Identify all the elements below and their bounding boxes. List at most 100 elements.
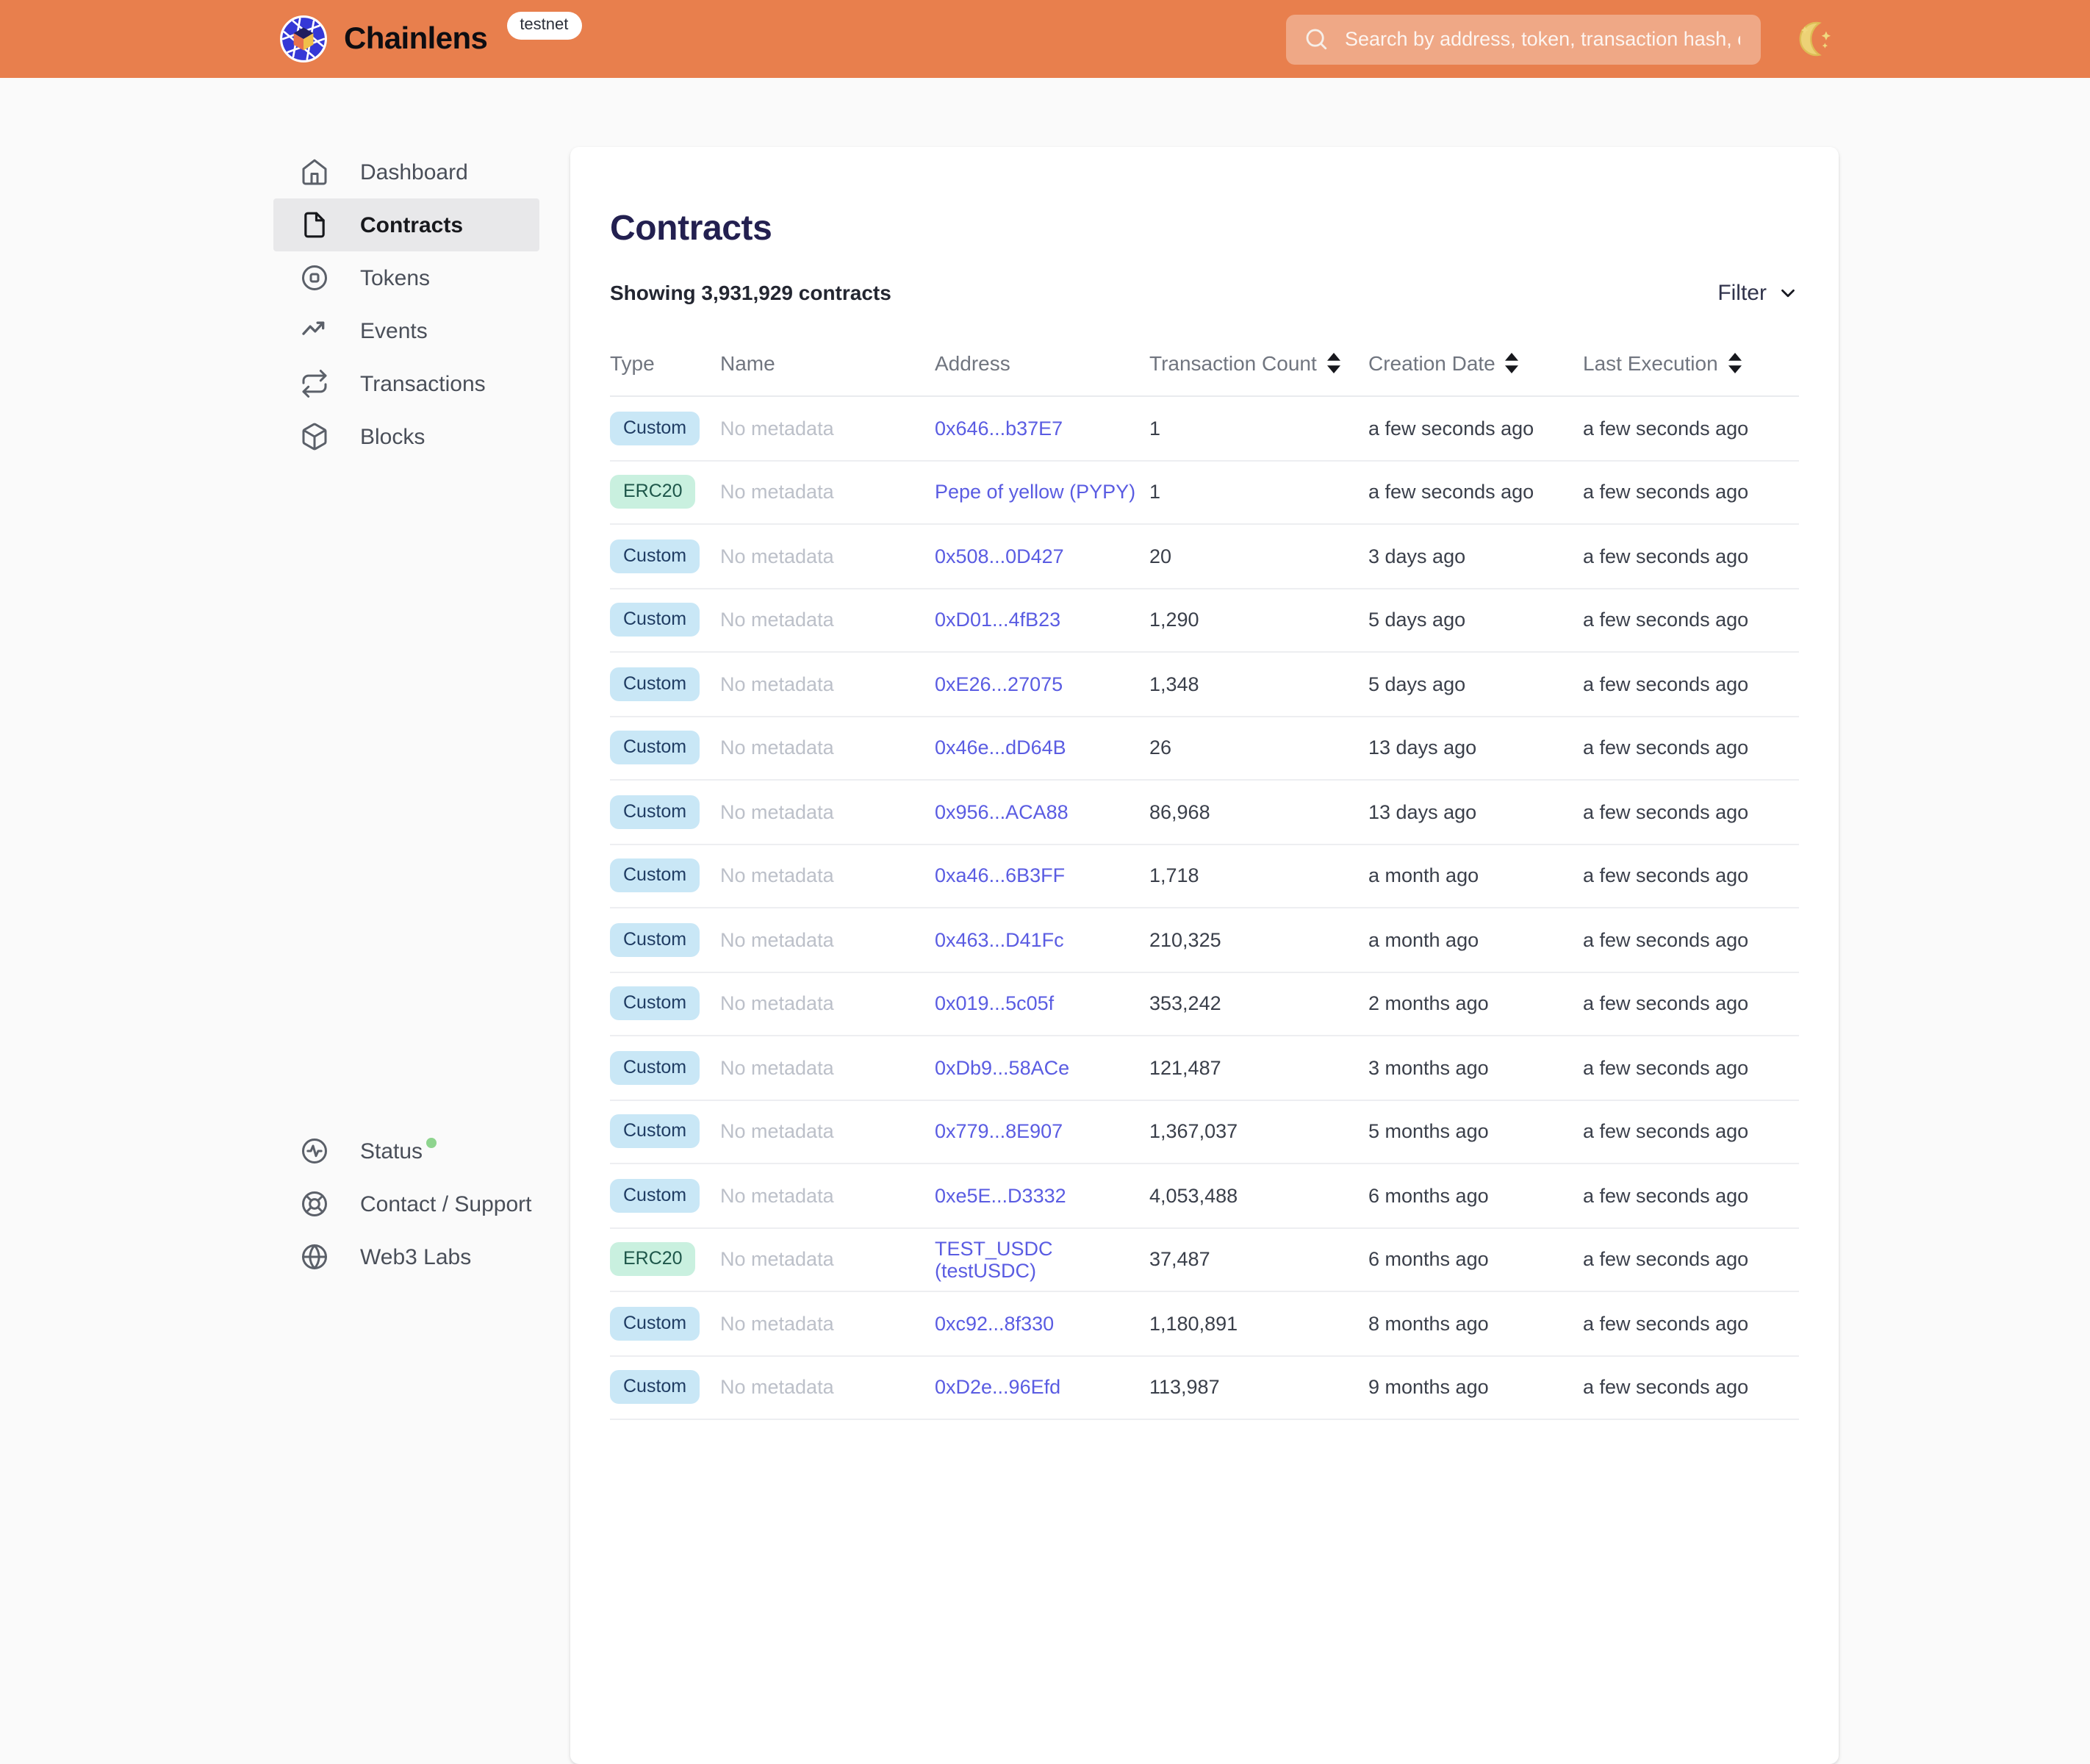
contract-address-link[interactable]: 0xE26...27075 [935,673,1063,695]
contract-address-link[interactable]: 0xa46...6B3FF [935,864,1066,887]
sidebar-item-tokens[interactable]: Tokens [273,251,539,304]
contract-address-cell: 0xD01...4fB23 [935,609,1149,631]
column-header-last-execution[interactable]: Last Execution [1583,351,1799,375]
status-pulse-icon [300,1136,329,1166]
sidebar-footer: Status Contact / Support [0,1125,570,1414]
sidebar-item-label: Contact / Support [360,1191,532,1216]
table-row: Custom No metadata 0x646...b37E7 1 a few… [610,397,1799,462]
transaction-count-cell: 4,053,488 [1149,1184,1238,1207]
table-row: Custom No metadata 0xDb9...58ACe 121,487… [610,1036,1799,1101]
last-execution-cell: a few seconds ago [1583,1248,1749,1271]
creation-date-cell: 13 days ago [1368,800,1477,823]
sort-icon[interactable] [1728,353,1742,374]
contract-name-cell: No metadata [720,992,834,1015]
type-badge: Custom [610,1370,700,1405]
contract-address-link[interactable]: 0xe5E...D3332 [935,1184,1066,1207]
sort-icon[interactable] [1505,353,1519,374]
contract-address-link[interactable]: 0x019...5c05f [935,992,1055,1015]
contract-address-link[interactable]: 0x463...D41Fc [935,928,1064,951]
sidebar-item-contracts[interactable]: Contracts [273,198,539,251]
table-body: Custom No metadata 0x646...b37E7 1 a few… [610,397,1799,1421]
transaction-count-cell: 1,180,891 [1149,1312,1238,1335]
sidebar-item-label: Tokens [360,265,431,290]
creation-date-cell: 5 months ago [1368,1120,1489,1143]
creation-date-cell: 6 months ago [1368,1248,1489,1271]
page-title: Contracts [610,209,772,249]
contract-address-link[interactable]: 0xDb9...58ACe [935,1056,1070,1079]
sidebar-item-label: Status [360,1137,437,1164]
brand-name: Chainlens [344,21,488,55]
contract-address-link[interactable]: Pepe of yellow (PYPY) [935,481,1136,503]
contract-address-link[interactable]: 0xc92...8f330 [935,1312,1055,1335]
transaction-count-cell: 37,487 [1149,1248,1210,1271]
sidebar-item-web3-labs[interactable]: Web3 Labs [273,1230,539,1283]
sidebar-item-blocks[interactable]: Blocks [273,410,539,463]
contract-name-cell: No metadata [720,609,834,631]
table-row: Custom No metadata 0xe5E...D3332 4,053,4… [610,1164,1799,1229]
table-row: Custom No metadata 0x956...ACA88 86,968 … [610,781,1799,845]
contract-type-cell: Custom [610,603,720,637]
sidebar-item-dashboard[interactable]: Dashboard [273,146,539,198]
contract-address-link[interactable]: 0xD01...4fB23 [935,609,1061,631]
contract-address-link[interactable]: 0x508...0D427 [935,545,1064,567]
contract-type-cell: Custom [610,411,720,445]
type-badge: Custom [610,986,700,1021]
contract-type-cell: Custom [610,795,720,829]
sidebar-item-status[interactable]: Status [273,1125,539,1177]
creation-date-cell: 3 days ago [1368,545,1466,567]
filter-button[interactable]: Filter [1717,280,1799,305]
creation-date-cell: 9 months ago [1368,1376,1489,1399]
sidebar-item-label: Transactions [360,371,486,396]
contract-name-cell: No metadata [720,1184,834,1207]
cube-icon [300,422,329,451]
filter-label: Filter [1717,280,1767,306]
brand[interactable]: Chainlens testnet [279,12,582,63]
content-area: Dashboard Contracts To [0,78,2090,1764]
contract-address-link[interactable]: 0x956...ACA88 [935,800,1069,823]
contract-address-cell: 0xD2e...96Efd [935,1377,1149,1399]
contract-type-cell: Custom [610,858,720,893]
sidebar-item-label: Contracts [360,212,464,237]
contract-address-cell: 0x956...ACA88 [935,801,1149,823]
creation-date-cell: 2 months ago [1368,992,1489,1015]
transaction-count-cell: 121,487 [1149,1056,1221,1079]
theme-toggle-button[interactable] [1796,19,1836,59]
contract-address-cell: 0x46e...dD64B [935,737,1149,759]
column-header-creation-date[interactable]: Creation Date [1368,351,1583,375]
contract-type-cell: Custom [610,1114,720,1149]
search-icon [1306,29,1327,50]
search-input[interactable] [1342,26,1743,51]
creation-date-cell: a few seconds ago [1368,481,1534,503]
contract-name-cell: No metadata [720,481,834,503]
table-row: Custom No metadata 0x508...0D427 20 3 da… [610,525,1799,589]
type-badge: Custom [610,1178,700,1213]
column-header-type: Type [610,351,655,376]
contract-address-link[interactable]: TEST_USDC (testUSDC) [935,1237,1053,1282]
table-row: Custom No metadata 0x463...D41Fc 210,325… [610,908,1799,973]
contract-name-cell: No metadata [720,545,834,567]
type-badge: Custom [610,858,700,893]
table-row: Custom No metadata 0xc92...8f330 1,180,8… [610,1292,1799,1357]
table-row: Custom No metadata 0xD2e...96Efd 113,987… [610,1356,1799,1421]
contract-address-link[interactable]: 0x646...b37E7 [935,417,1063,440]
column-header-transaction-count[interactable]: Transaction Count [1149,351,1368,375]
contract-address-link[interactable]: 0x779...8E907 [935,1120,1063,1143]
contract-name-cell: No metadata [720,417,834,440]
document-icon [300,210,329,240]
column-header-name: Name [720,351,775,376]
type-badge: Custom [610,795,700,829]
table-row: ERC20 No metadata Pepe of yellow (PYPY) … [610,461,1799,526]
contract-name-cell: No metadata [720,1056,834,1079]
contract-address-link[interactable]: 0x46e...dD64B [935,736,1066,759]
main-area: Contracts Showing 3,931,929 contracts Fi… [570,78,2090,1764]
contract-type-cell: Custom [610,1370,720,1405]
last-execution-cell: a few seconds ago [1583,800,1749,823]
creation-date-cell: 5 days ago [1368,609,1466,631]
sidebar-item-transactions[interactable]: Transactions [273,357,539,410]
sort-icon[interactable] [1326,353,1340,374]
global-search[interactable] [1286,14,1761,64]
sidebar-item-contact-support[interactable]: Contact / Support [273,1177,539,1230]
contract-address-link[interactable]: 0xD2e...96Efd [935,1376,1061,1399]
transaction-count-cell: 210,325 [1149,928,1221,951]
sidebar-item-events[interactable]: Events [273,304,539,357]
